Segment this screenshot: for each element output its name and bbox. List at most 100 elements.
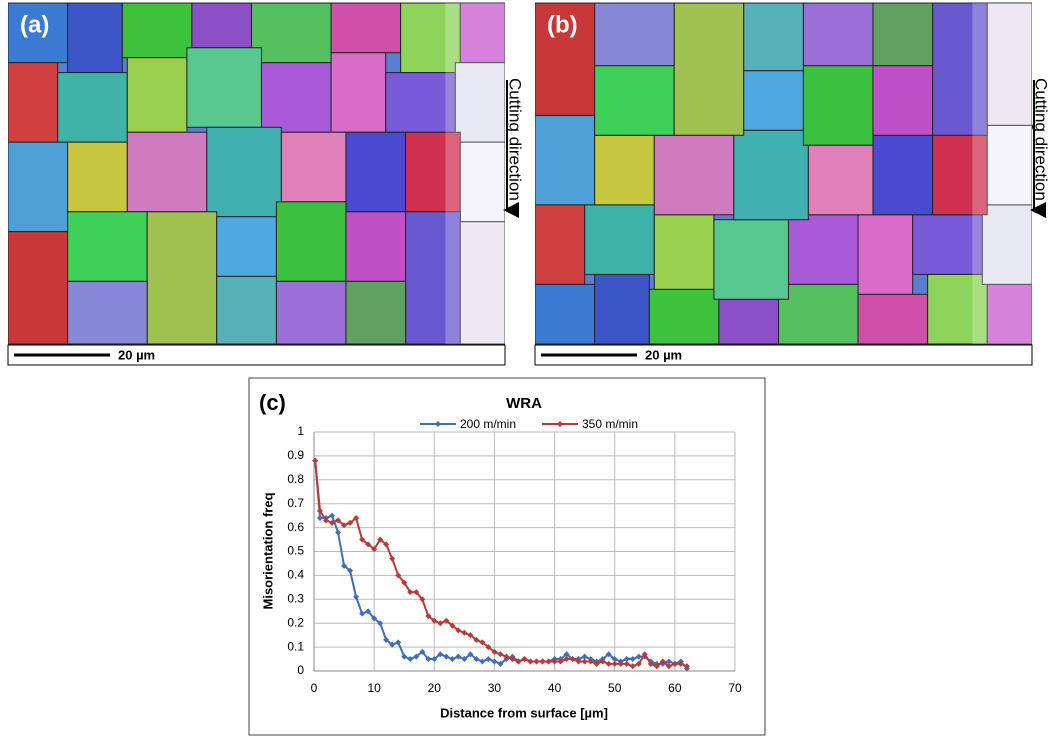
x-tick-label: 30 (488, 681, 502, 695)
data-point (443, 653, 450, 660)
data-point (431, 656, 438, 663)
data-point (401, 579, 408, 586)
data-point (623, 656, 630, 663)
scale-bar-band (534, 344, 1033, 366)
data-point (359, 536, 366, 543)
data-point (371, 615, 378, 622)
data-point (395, 572, 402, 579)
data-point (551, 658, 558, 665)
data-point (503, 653, 510, 660)
data-point (605, 660, 612, 667)
data-point (389, 555, 396, 562)
data-point (617, 660, 624, 667)
data-point (485, 656, 492, 663)
data-point (407, 589, 414, 596)
data-point (317, 515, 324, 522)
data-point (533, 658, 540, 665)
data-point (359, 610, 366, 617)
data-point (353, 515, 360, 522)
data-point (605, 651, 612, 658)
data-point (347, 567, 354, 574)
data-point (461, 656, 468, 663)
y-tick-label: 0.2 (287, 615, 304, 629)
data-point (365, 541, 372, 548)
x-axis-label: Distance from surface [µm] (440, 705, 608, 720)
data-point (443, 617, 450, 624)
data-point (455, 627, 462, 634)
data-point (377, 620, 384, 627)
data-point (377, 536, 384, 543)
data-point (485, 644, 492, 651)
y-tick-label: 0.3 (287, 591, 304, 605)
panel-label: (b) (547, 11, 578, 38)
micrograph (535, 2, 1032, 345)
data-point (312, 457, 319, 464)
direction-label: Cutting direction (506, 78, 525, 201)
x-tick-label: 60 (668, 681, 682, 695)
data-point (491, 648, 498, 655)
data-point (341, 522, 348, 529)
data-point (383, 541, 390, 548)
data-point (539, 658, 546, 665)
chart-title: WRA (506, 395, 542, 412)
data-point (353, 593, 360, 600)
data-point (395, 639, 402, 646)
data-point (581, 658, 588, 665)
data-point (347, 519, 354, 526)
x-tick-label: 40 (548, 681, 562, 695)
data-point (545, 658, 552, 665)
y-tick-label: 0.4 (287, 568, 304, 582)
scale-label: 20 µm (118, 347, 155, 362)
data-point (497, 660, 504, 667)
direction-label: Cutting direction (1032, 78, 1051, 201)
data-point (425, 613, 432, 620)
data-point (425, 656, 432, 663)
data-point (641, 651, 648, 658)
x-tick-label: 20 (428, 681, 442, 695)
legend-label: 200 m/min (460, 417, 516, 431)
data-point (461, 629, 468, 636)
data-point (473, 636, 480, 643)
data-point (473, 656, 480, 663)
legend-marker (435, 421, 441, 427)
legend-marker (557, 421, 563, 427)
data-point (455, 653, 462, 660)
data-point (479, 639, 486, 646)
data-point (521, 656, 528, 663)
x-tick-label: 10 (367, 681, 381, 695)
data-point (635, 660, 642, 667)
panel-label: (a) (20, 11, 49, 38)
data-point (419, 648, 426, 655)
data-point (413, 653, 420, 660)
data-point (599, 658, 606, 665)
data-point (329, 519, 336, 526)
data-point (365, 608, 372, 615)
data-point (527, 658, 534, 665)
data-point (383, 636, 390, 643)
data-point (629, 663, 636, 670)
data-point (437, 620, 444, 627)
data-point (671, 660, 678, 667)
scale-bar-band (7, 344, 506, 366)
data-point (341, 562, 348, 569)
data-point (653, 663, 660, 670)
data-point (491, 658, 498, 665)
y-tick-label: 1 (297, 424, 304, 438)
data-point (575, 658, 582, 665)
data-point (335, 529, 342, 536)
data-point (371, 546, 378, 553)
data-point (569, 656, 576, 663)
data-point (323, 517, 330, 524)
data-point (563, 651, 570, 658)
data-point (677, 660, 684, 667)
data-point (665, 663, 672, 670)
data-point (449, 656, 456, 663)
data-point (389, 641, 396, 648)
chart-frame (248, 377, 766, 736)
data-point (593, 660, 600, 667)
data-point (659, 658, 666, 665)
data-point (431, 617, 438, 624)
data-point (401, 653, 408, 660)
data-point (509, 656, 516, 663)
